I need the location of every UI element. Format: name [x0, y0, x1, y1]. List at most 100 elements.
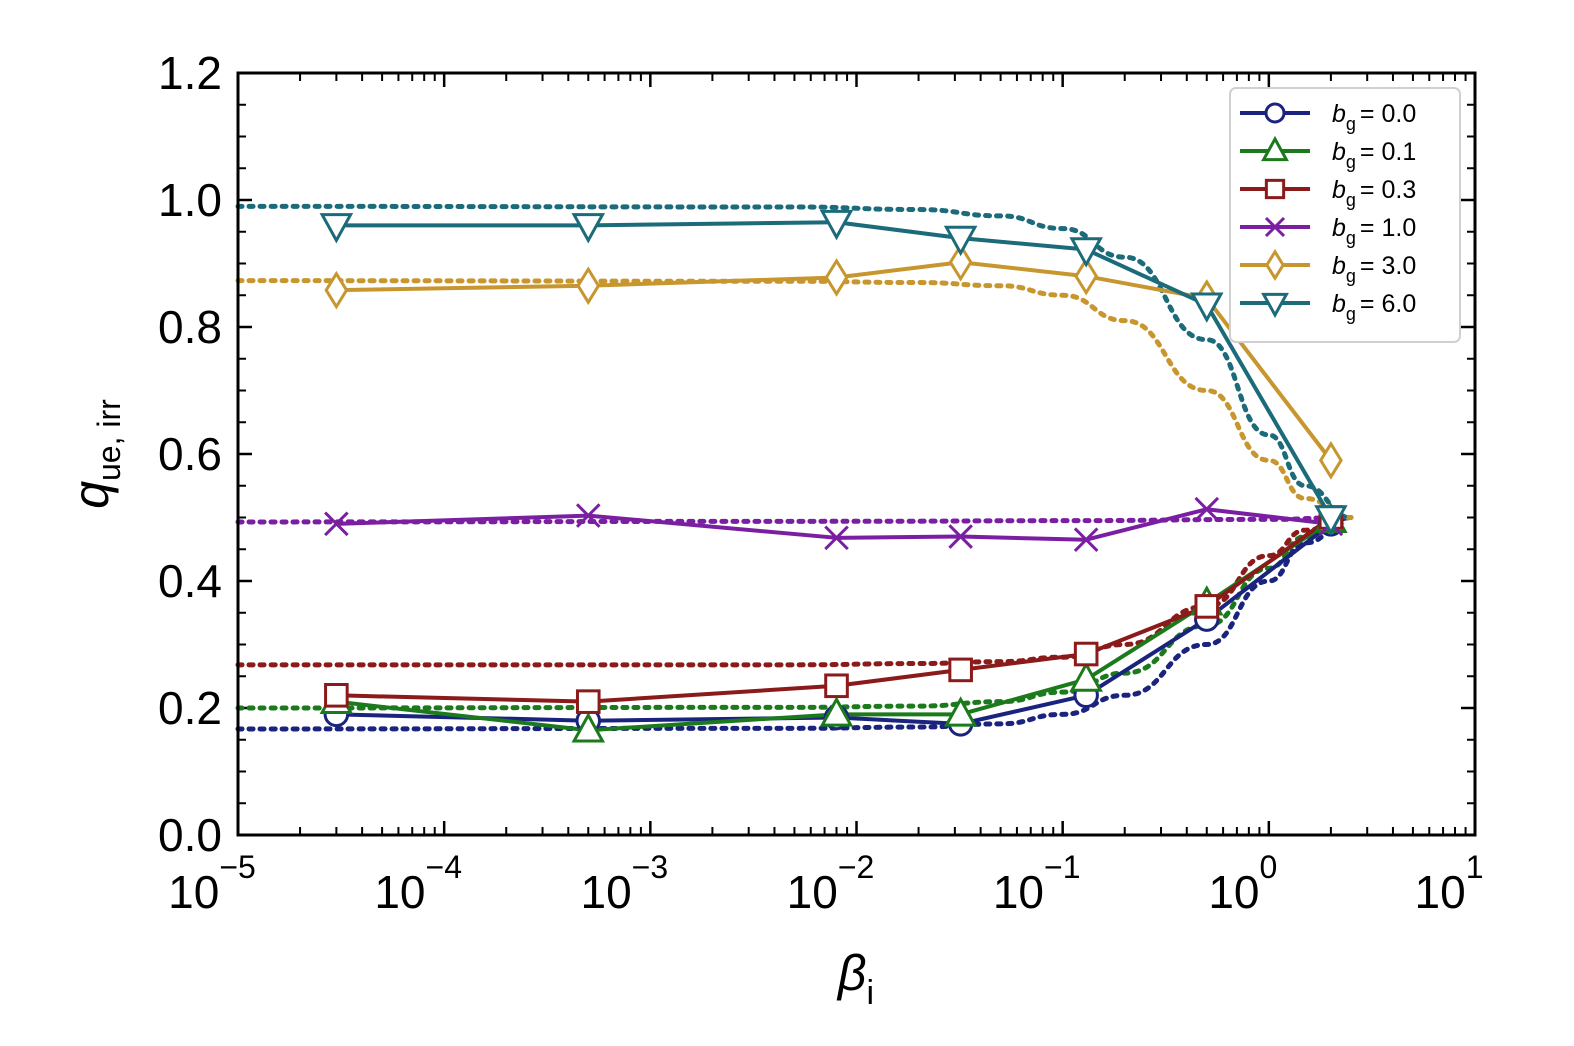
legend-label-main: b — [1332, 214, 1346, 242]
legend-label-value: = 0.1 — [1360, 138, 1416, 166]
model-curve — [235, 515, 1354, 525]
data-point — [319, 213, 354, 244]
y-tick-label: 1.0 — [158, 174, 222, 226]
data-point — [1189, 292, 1224, 323]
legend: bg = 0.0bg = 0.1bg = 0.3bg = 1.0bg = 3.0bg = 6… — [1229, 87, 1461, 343]
markers — [319, 209, 1348, 743]
x-tick-exponent: −2 — [838, 849, 874, 885]
legend-marker — [1264, 216, 1286, 238]
legend-label: bg = 3.0 — [1332, 252, 1416, 286]
legend-label: bg = 0.3 — [1332, 176, 1416, 210]
y-axis-label-sub: ue, irr — [91, 399, 127, 481]
y-axis-label: que, irr — [63, 399, 127, 509]
y-tick-labels: 0.0 0.2 0.4 0.6 0.8 1.0 1.2 — [158, 47, 222, 861]
legend-marker — [1261, 292, 1289, 319]
y-tick-label: 0.6 — [158, 428, 222, 480]
legend-label-value: = 1.0 — [1360, 214, 1416, 242]
y-tick-label: 0.4 — [158, 555, 222, 607]
y-tick-label: 0.2 — [158, 682, 222, 734]
x-tick-label: 10−2 — [787, 849, 875, 918]
legend-label-main: b — [1332, 100, 1346, 128]
legend-label-main: b — [1332, 290, 1346, 318]
data-point — [571, 712, 606, 743]
model-curve — [235, 515, 1354, 732]
data-point — [576, 266, 601, 306]
x-tick-label: 100 — [1208, 849, 1277, 918]
x-tick-exponent: −3 — [632, 849, 668, 885]
x-tick-label: 10−1 — [993, 849, 1081, 918]
x-tick-exponent: −4 — [426, 849, 462, 885]
x-tick-base: 10 — [374, 866, 425, 918]
data-point — [1073, 527, 1099, 553]
x-tick-exponent: 0 — [1260, 849, 1278, 885]
data-point — [948, 657, 973, 683]
data-point — [824, 673, 849, 699]
data-point — [1069, 661, 1103, 692]
data-point — [824, 525, 849, 551]
data-point — [824, 258, 849, 297]
legend-marker — [1261, 135, 1289, 162]
legend-label-sub: g — [1346, 114, 1356, 134]
legend-label-sub: g — [1346, 304, 1356, 324]
data-point — [324, 270, 349, 310]
x-axis-label-sub: i — [867, 974, 875, 1012]
legend-label-sub: g — [1346, 228, 1356, 248]
data-point — [1074, 256, 1099, 296]
data-point — [1069, 237, 1103, 268]
x-tick-base: 10 — [581, 866, 632, 918]
x-axis-label: βi — [836, 945, 874, 1012]
data-point — [1314, 505, 1348, 536]
data-point — [943, 225, 978, 257]
data-point — [571, 213, 606, 244]
data-point — [948, 242, 973, 282]
legend-entries: bg = 0.0bg = 0.1bg = 0.3bg = 1.0bg = 3.0bg = 6… — [1240, 100, 1416, 324]
legend-label-sub: g — [1346, 266, 1356, 286]
x-tick-base: 10 — [1415, 866, 1466, 918]
data-lines — [336, 220, 1333, 733]
data-point — [1194, 496, 1220, 522]
x-tick-label: 10−5 — [168, 849, 256, 918]
legend-marker — [1264, 102, 1286, 124]
legend-marker — [1265, 248, 1285, 282]
legend-label-value: = 0.3 — [1360, 176, 1416, 204]
x-tick-exponent: −1 — [1044, 849, 1080, 885]
legend-label-main: b — [1332, 252, 1346, 280]
y-tick-label: 0.8 — [158, 301, 222, 353]
data-point — [819, 209, 854, 241]
model-curve — [235, 203, 1354, 520]
x-tick-base: 10 — [993, 866, 1044, 918]
x-tick-label: 101 — [1415, 849, 1484, 918]
legend-label-main: b — [1332, 138, 1346, 166]
legend-label-sub: g — [1346, 152, 1356, 172]
legend-label-value: = 3.0 — [1360, 252, 1416, 280]
model-curves — [235, 203, 1354, 732]
model-curve — [235, 278, 1354, 520]
data-point — [324, 511, 349, 537]
legend-marker — [1264, 178, 1286, 200]
x-tick-exponent: 1 — [1466, 849, 1484, 885]
legend-label: bg = 6.0 — [1332, 290, 1416, 324]
x-tick-label: 10−4 — [374, 849, 462, 918]
data-point — [943, 696, 978, 727]
plot-frame — [236, 71, 1477, 837]
x-tick-exponent: −5 — [219, 849, 255, 885]
y-tick-label: 0.0 — [158, 809, 222, 861]
x-tick-base: 10 — [1208, 866, 1259, 918]
x-tick-labels: 10−5 10−4 10−3 10−2 10−1 100 101 — [168, 849, 1483, 918]
data-point — [1318, 440, 1343, 480]
legend-label: bg = 0.1 — [1332, 138, 1416, 172]
data-point — [948, 524, 973, 549]
x-tick-label: 10−3 — [581, 849, 669, 918]
legend-label: bg = 0.0 — [1332, 100, 1416, 134]
y-tick-label: 1.2 — [158, 47, 222, 99]
x-tick-base: 10 — [168, 866, 219, 918]
data-point — [575, 689, 601, 714]
data-point — [575, 503, 601, 528]
legend-label-value: = 0.0 — [1360, 100, 1416, 128]
data-point — [819, 696, 854, 727]
data-point — [324, 683, 349, 708]
y-axis-label-main: q — [63, 481, 119, 509]
legend-label: bg = 1.0 — [1332, 214, 1416, 248]
data-point — [1073, 641, 1099, 667]
